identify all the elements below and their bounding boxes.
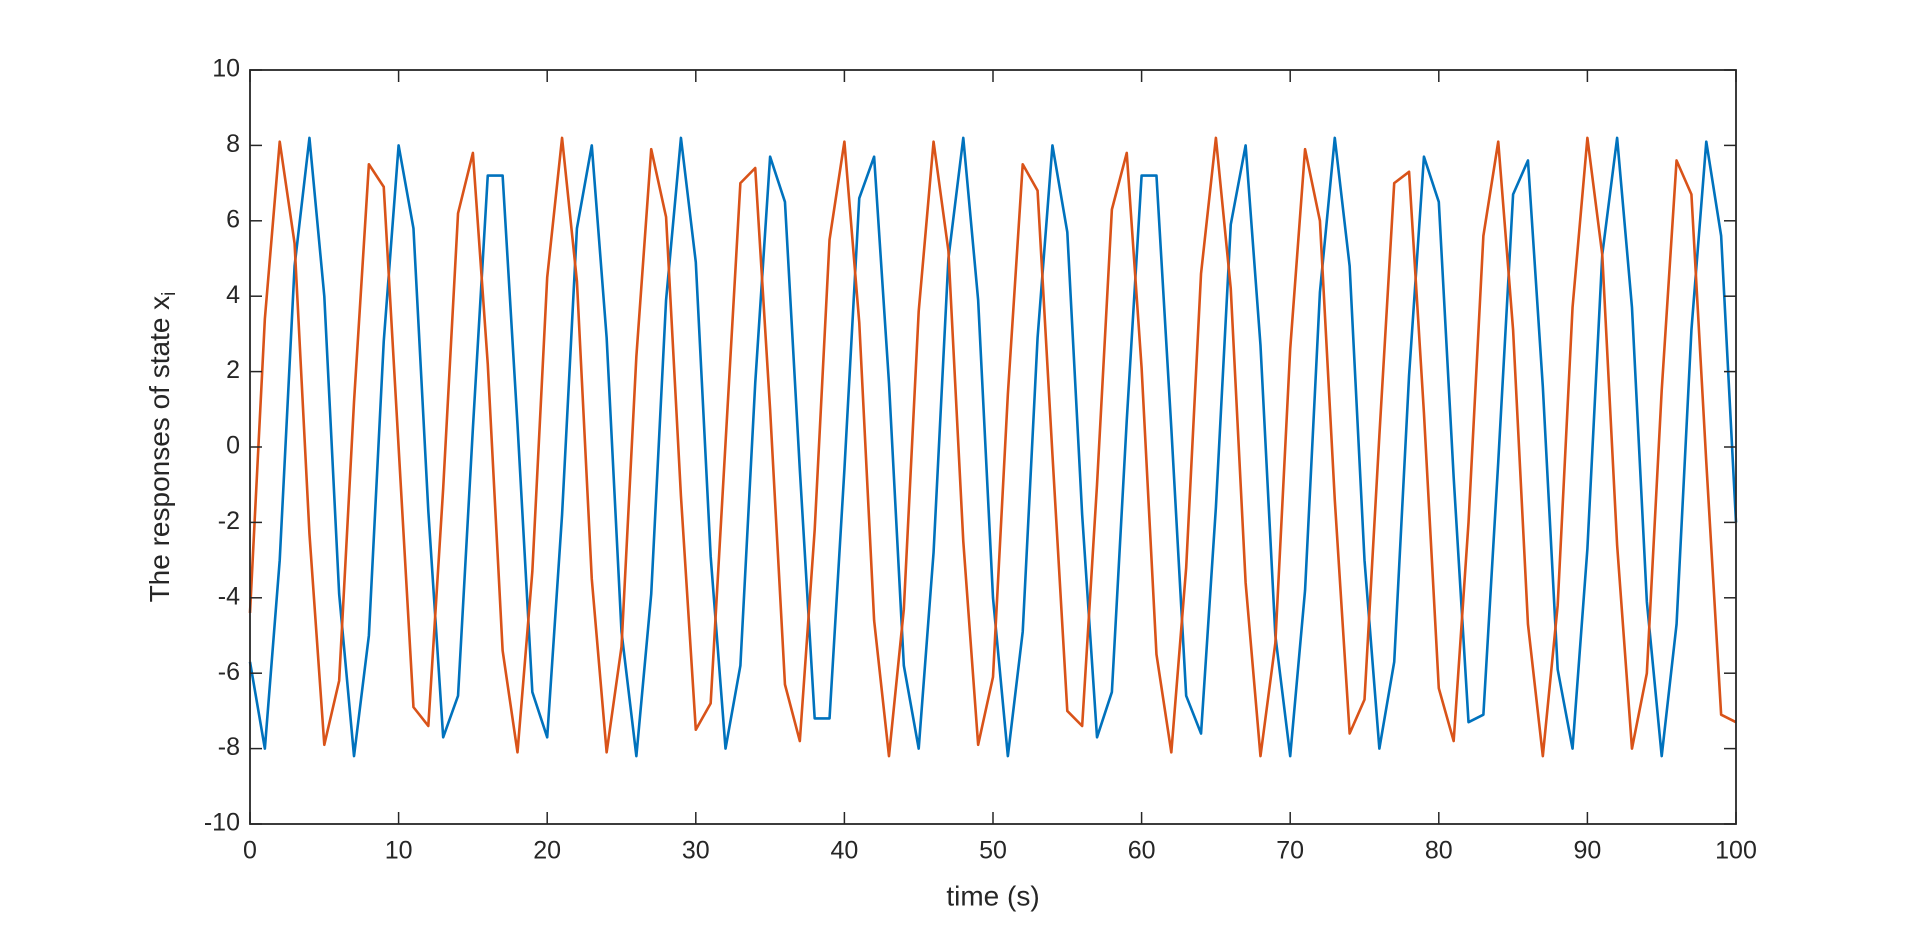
x-tick-label: 60 [1128,837,1156,865]
y-tick-label: -8 [218,733,240,761]
x-tick-label: 30 [682,837,710,865]
y-tick-label: -6 [218,658,240,686]
x-axis-label: time (s) [946,880,1039,911]
y-tick-label: 10 [212,55,240,83]
y-tick-label: 0 [226,432,240,460]
y-tick-label: 6 [226,205,240,233]
x-tick-label: 80 [1425,837,1453,865]
y-tick-label: -4 [218,582,240,610]
y-tick-label: -10 [204,809,240,837]
x-tick-label: 10 [385,837,413,865]
y-axis-label-subscript: i [159,292,180,296]
y-axis-label-main: The responses of state x [144,296,175,603]
x-tick-label: 100 [1715,837,1757,865]
x-tick-label: 20 [533,837,561,865]
data-line [248,136,1738,758]
y-tick-label: 4 [226,281,240,309]
y-tick-label: -2 [218,507,240,535]
x-tick-label: 0 [243,837,257,865]
data-line [248,136,1737,758]
x-tick-label: 90 [1573,837,1601,865]
x-tick-label: 40 [830,837,858,865]
y-tick-label: 2 [226,356,240,384]
y-axis-label: The responses of state xi [144,292,180,603]
axes-box [249,69,1737,825]
x-tick-label: 50 [979,837,1007,865]
x-tick-label: 70 [1276,837,1304,865]
y-tick-label: 8 [226,130,240,158]
